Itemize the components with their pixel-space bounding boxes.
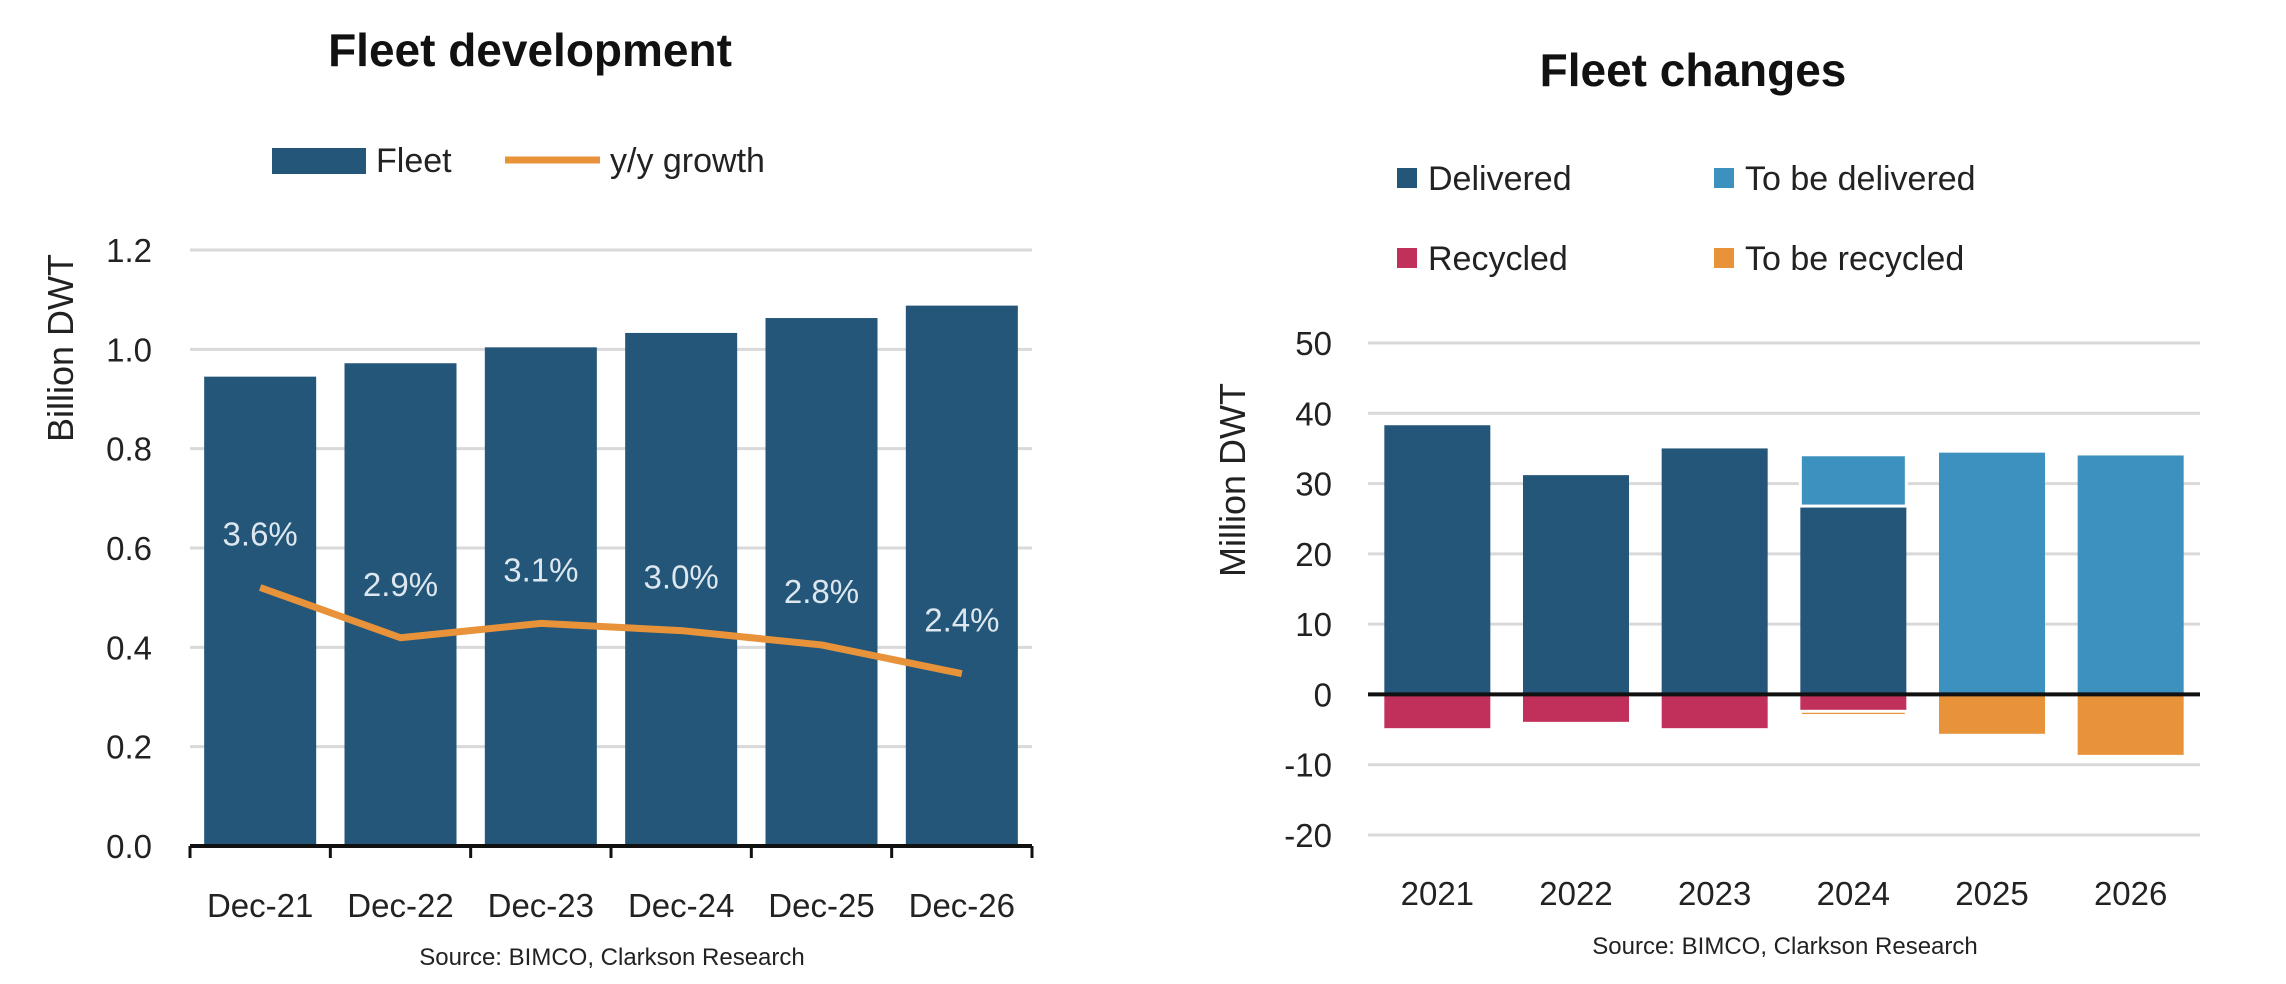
legend-swatch-recycled <box>1397 248 1417 268</box>
legend-label-to-be-recycled: To be recycled <box>1745 240 1964 278</box>
y-tick-label: 0.0 <box>106 828 152 865</box>
legend-label-to-be-delivered: To be delivered <box>1745 160 1976 198</box>
fleet-development-title: Fleet development <box>328 24 732 76</box>
fleet-development-growth-labels: 3.6% 2.9% 3.1% 3.0% 2.8% 2.4% <box>223 515 1000 638</box>
fleet-development-bars <box>204 305 1018 846</box>
legend-label-fleet: Fleet <box>376 142 452 180</box>
fleet-development-y-ticks: 0.0 0.2 0.4 0.6 0.8 1.0 1.2 <box>106 232 152 865</box>
x-tick-label: Dec-24 <box>628 887 734 924</box>
recycled-bar-2024 <box>1800 694 1907 712</box>
fleet-development-gridlines <box>190 248 1032 749</box>
delivered-bar-2021 <box>1384 425 1491 695</box>
x-tick-label: Dec-21 <box>207 887 313 924</box>
legend-label-delivered: Delivered <box>1428 160 1572 198</box>
fleet-development-legend: Fleet y/y growth <box>272 142 765 180</box>
to-be-recycled-bar-2024 <box>1798 709 1908 718</box>
x-tick-label: 2024 <box>1817 875 1890 912</box>
y-tick-label: 1.0 <box>106 331 152 368</box>
fleet-development-chart: Fleet development Fleet y/y growth Billi… <box>40 24 1034 971</box>
legend-swatch-to-be-delivered <box>1714 168 1734 188</box>
fleet-changes-y-ticks: -20 -10 0 10 20 30 40 50 <box>1284 325 1332 854</box>
fleet-changes-title: Fleet changes <box>1540 44 1847 96</box>
x-tick-label: 2026 <box>2094 875 2167 912</box>
fleet-changes-gridlines <box>1368 341 2200 837</box>
to-be-recycled-bar-2025 <box>1939 694 2045 734</box>
fleet-changes-bars <box>1384 425 2184 755</box>
y-tick-label: 40 <box>1295 395 1332 432</box>
y-tick-label: -20 <box>1284 817 1332 854</box>
y-tick-label: 0.6 <box>106 530 152 567</box>
fleet-changes-source: Source: BIMCO, Clarkson Research <box>1592 933 1977 960</box>
y-tick-label: 1.2 <box>106 232 152 269</box>
x-tick-label: Dec-22 <box>347 887 453 924</box>
delivered-bar-2023 <box>1661 448 1768 695</box>
y-tick-label: 0.4 <box>106 629 152 666</box>
x-tick-label: 2023 <box>1678 875 1751 912</box>
x-tick-label: Dec-25 <box>768 887 874 924</box>
legend-label-growth: y/y growth <box>610 142 765 180</box>
fleet-bar-dec-26 <box>905 305 1018 846</box>
x-tick-label: 2021 <box>1401 875 1474 912</box>
fleet-bar-dec-24 <box>625 332 738 846</box>
x-tick-label: Dec-26 <box>909 887 1015 924</box>
fleet-development-growth-line <box>258 584 963 678</box>
fleet-changes-x-ticks: 2021 2022 2023 2024 2025 2026 <box>1401 875 2168 912</box>
recycled-bar-2023 <box>1661 694 1768 729</box>
y-tick-label: -10 <box>1284 747 1332 784</box>
growth-data-label: 2.9% <box>363 566 438 603</box>
fleet-changes-y-axis-title: Million DWT <box>1212 383 1253 577</box>
growth-data-label: 2.4% <box>924 602 999 639</box>
x-tick-label: Dec-23 <box>488 887 594 924</box>
growth-data-label: 3.6% <box>223 515 298 552</box>
recycled-bar-2021 <box>1384 694 1491 729</box>
fleet-development-source: Source: BIMCO, Clarkson Research <box>419 944 804 971</box>
to-be-delivered-bar-2024 <box>1798 453 1908 508</box>
y-tick-label: 50 <box>1295 325 1332 362</box>
legend-swatch-delivered <box>1397 168 1417 188</box>
to-be-recycled-bar-2026 <box>2077 694 2184 755</box>
fleet-development-x-ticks: Dec-21 Dec-22 Dec-23 Dec-24 Dec-25 Dec-26 <box>188 846 1034 924</box>
fleet-development-y-axis-title: Billion DWT <box>40 254 81 442</box>
growth-data-label: 3.1% <box>503 551 578 588</box>
fleet-bar-dec-23 <box>484 347 597 846</box>
y-tick-label: 0.8 <box>106 431 152 468</box>
delivered-bar-2022 <box>1523 475 1629 695</box>
y-tick-label: 0 <box>1314 676 1332 713</box>
recycled-bar-2022 <box>1523 694 1629 722</box>
legend-swatch-fleet <box>272 148 366 174</box>
to-be-delivered-bar-2025 <box>1939 452 2045 695</box>
x-tick-label: 2022 <box>1539 875 1612 912</box>
y-tick-label: 20 <box>1295 536 1332 573</box>
legend-label-recycled: Recycled <box>1428 240 1568 278</box>
delivered-bar-2024 <box>1800 506 1907 695</box>
x-tick-label: 2025 <box>1955 875 2028 912</box>
growth-data-label: 3.0% <box>644 559 719 596</box>
fleet-bar-dec-25 <box>765 318 878 846</box>
to-be-delivered-bar-2026 <box>2077 455 2184 695</box>
y-tick-label: 10 <box>1295 606 1332 643</box>
y-tick-label: 30 <box>1295 466 1332 503</box>
growth-data-label: 2.8% <box>784 573 859 610</box>
fleet-bar-dec-22 <box>344 363 457 846</box>
fleet-changes-chart: Fleet changes Delivered To be delivered … <box>1212 44 2200 960</box>
growth-line <box>258 584 963 678</box>
fleet-bar-dec-21 <box>204 376 317 846</box>
fleet-changes-legend: Delivered To be delivered Recycled To be… <box>1397 160 1976 278</box>
y-tick-label: 0.2 <box>106 729 152 766</box>
legend-swatch-to-be-recycled <box>1714 248 1734 268</box>
